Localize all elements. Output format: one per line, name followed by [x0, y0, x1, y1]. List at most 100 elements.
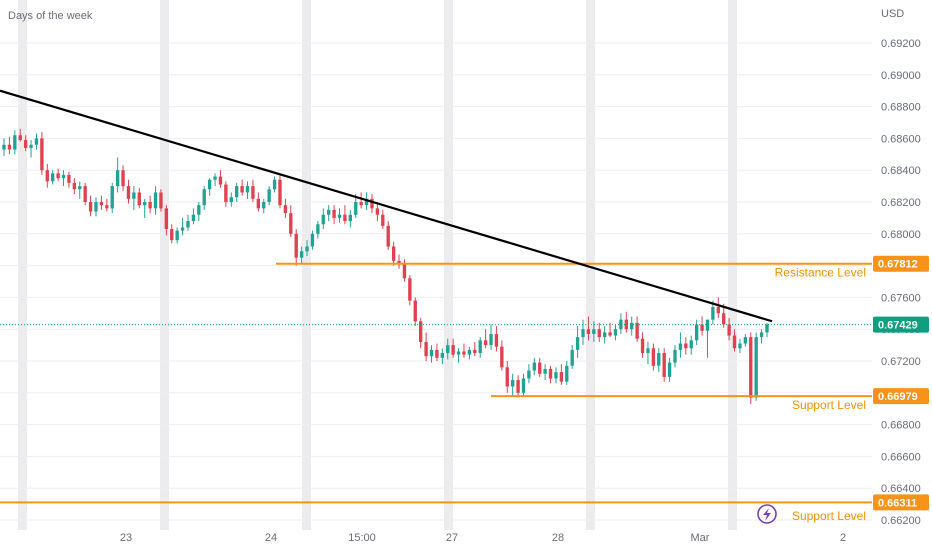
- candle: [689, 335, 693, 355]
- candle-body: [197, 205, 201, 215]
- candle: [429, 345, 434, 363]
- candle-body: [749, 337, 753, 398]
- price-tick-label: 0.68400: [881, 165, 921, 177]
- candle-body: [700, 324, 704, 331]
- candle: [337, 208, 342, 223]
- candle: [597, 322, 601, 342]
- candle-body: [602, 332, 607, 338]
- candle-body: [56, 173, 60, 179]
- candle-body: [521, 378, 526, 393]
- candle: [608, 322, 612, 338]
- candle: [245, 181, 250, 199]
- session-band: [160, 0, 169, 530]
- candle: [224, 181, 228, 207]
- candle: [105, 198, 109, 212]
- candle-body: [743, 337, 748, 344]
- candle-body: [207, 179, 212, 190]
- candle-body: [202, 189, 206, 206]
- time-axis[interactable]: 23 24 15:00 27 28 Mar 2: [120, 532, 846, 544]
- price-tick-label: 0.67600: [881, 292, 921, 304]
- candle-body: [137, 192, 141, 206]
- level-label: Support Level: [792, 398, 866, 412]
- time-tick-label: 24: [265, 532, 277, 544]
- candle: [267, 186, 271, 206]
- candle-body: [667, 362, 672, 377]
- session-band: [444, 0, 453, 530]
- candle-body: [489, 333, 493, 346]
- price-tick-label: 0.66600: [881, 451, 921, 463]
- candle-body: [364, 198, 369, 206]
- candle-body: [619, 319, 623, 330]
- candle-body: [240, 186, 244, 193]
- candle-body: [467, 349, 472, 355]
- candle-body: [213, 176, 217, 180]
- candle: [678, 332, 683, 358]
- candle: [516, 375, 520, 398]
- candle-body: [570, 349, 574, 366]
- candle: [543, 364, 547, 381]
- candle-body: [554, 372, 558, 379]
- candle: [705, 319, 710, 358]
- candle: [456, 348, 461, 363]
- candle-body: [83, 186, 87, 202]
- candle-body: [510, 380, 515, 387]
- candle-body: [651, 348, 656, 366]
- candle: [473, 341, 477, 357]
- candle-body: [34, 138, 39, 145]
- candle: [283, 198, 288, 218]
- price-tick-label: 0.68200: [881, 197, 921, 209]
- candle: [727, 318, 731, 341]
- price-tick-label: 0.68600: [881, 133, 921, 145]
- price-axis[interactable]: 0.69200 0.69000 0.68800 0.68600 0.68400 0.682…: [873, 38, 929, 527]
- candle: [137, 187, 141, 209]
- level-price-badge: 0.66979: [878, 391, 918, 403]
- candle-body: [354, 202, 358, 215]
- candle: [494, 326, 499, 352]
- candle-body: [608, 332, 612, 336]
- chart-header-label: Days of the week: [8, 10, 93, 22]
- candle-body: [294, 233, 298, 258]
- candle-body: [375, 208, 380, 215]
- candle-body: [327, 209, 331, 215]
- candle-body: [586, 329, 591, 334]
- session-band: [18, 0, 27, 530]
- candle: [554, 367, 558, 384]
- candle: [391, 241, 396, 266]
- candle: [88, 195, 93, 217]
- lightning-bolt-icon[interactable]: [757, 504, 777, 524]
- candle-body: [435, 349, 439, 358]
- candle-body: [592, 329, 596, 334]
- session-band: [728, 0, 737, 530]
- candle-body: [429, 349, 434, 357]
- candle: [61, 170, 66, 187]
- candle-body: [548, 368, 553, 379]
- candle: [256, 192, 261, 212]
- price-tick-label: 0.69200: [881, 38, 921, 50]
- candle-body: [678, 343, 683, 350]
- candle: [175, 227, 179, 244]
- candle-body: [575, 337, 580, 350]
- candle-body: [527, 370, 531, 379]
- chart-overlays: Resistance Level Support Level Support Lev…: [0, 89, 872, 523]
- candle: [467, 346, 472, 360]
- candle-body: [343, 214, 347, 222]
- candle-body: [132, 192, 136, 199]
- candle: [635, 316, 639, 342]
- candle: [213, 173, 217, 187]
- candle-body: [565, 365, 569, 382]
- candle: [121, 165, 125, 191]
- candle-body: [299, 251, 304, 258]
- candle: [575, 326, 580, 358]
- trendline: [0, 89, 773, 323]
- candle: [402, 259, 407, 282]
- candle: [2, 138, 6, 156]
- candle: [586, 316, 591, 341]
- time-tick-label: 23: [120, 532, 132, 544]
- candle-body: [251, 186, 255, 199]
- candle-body: [267, 189, 271, 202]
- candle-body: [115, 170, 120, 187]
- candle: [684, 337, 688, 355]
- candle: [34, 133, 39, 150]
- candle-body: [646, 348, 650, 354]
